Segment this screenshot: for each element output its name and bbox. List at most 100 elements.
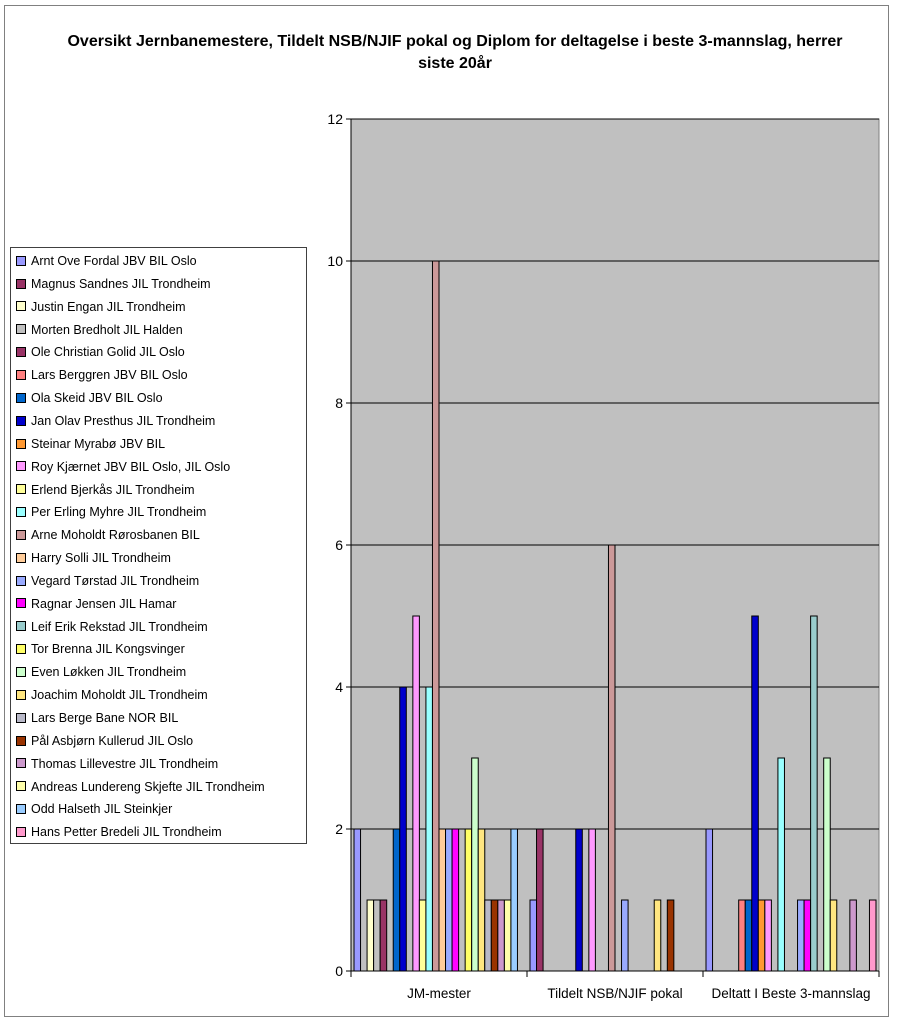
bar xyxy=(849,899,857,972)
bar xyxy=(803,899,812,972)
y-tick-label: 0 xyxy=(335,963,343,979)
legend-label: Steinar Myrabø JBV BIL xyxy=(31,436,166,451)
legend-label: Justin Engan JIL Trondheim xyxy=(31,299,186,314)
legend-swatch xyxy=(16,667,26,677)
bar xyxy=(607,544,616,972)
legend-entry: Harry Solli JIL Trondheim xyxy=(16,548,171,568)
bar xyxy=(705,828,714,972)
legend-swatch xyxy=(16,438,26,449)
chart-legend: Arnt Ove Fordal JBV BIL Oslo Magnus Sandn… xyxy=(10,247,307,844)
legend-label: Jan Olav Presthus JIL Trondheim xyxy=(31,413,216,428)
legend-swatch xyxy=(16,529,26,540)
legend-label: Lars Berggren JBV BIL Oslo xyxy=(31,368,188,383)
bar xyxy=(484,899,492,972)
legend-label: Leif Erik Rekstad JIL Trondheim xyxy=(31,619,208,634)
bar xyxy=(588,828,596,972)
bar xyxy=(412,615,420,972)
legend-swatch xyxy=(16,758,26,769)
legend-entry: Lars Berge Bane NOR BIL xyxy=(16,708,178,728)
legend-label: Morten Bredholt JIL Halden xyxy=(31,322,183,337)
legend-label: Ole Christian Golid JIL Oslo xyxy=(31,345,185,360)
y-tick-label: 8 xyxy=(335,395,343,411)
legend-entry: Jan Olav Presthus JIL Trondheim xyxy=(16,411,215,431)
bar xyxy=(477,828,486,972)
y-tick-label: 4 xyxy=(335,679,343,695)
legend-entry: Vegard Tørstad JIL Trondheim xyxy=(16,571,199,591)
legend-entry: Andreas Lundereng Skjefte JIL Trondheim xyxy=(16,777,265,797)
legend-label: Arne Moholdt Rørosbanen BIL xyxy=(31,528,200,543)
bar xyxy=(829,899,838,972)
legend-swatch xyxy=(16,484,26,495)
x-tick-label: Tildelt NSB/NJIF pokal xyxy=(547,986,682,1001)
legend-swatch xyxy=(16,644,26,655)
legend-swatch xyxy=(16,507,26,518)
legend-entry: Magnus Sandnes JIL Trondheim xyxy=(16,274,211,294)
legend-swatch xyxy=(16,735,26,746)
bar xyxy=(823,757,831,972)
legend-entry: Arnt Ove Fordal JBV BIL Oslo xyxy=(16,251,197,271)
bar xyxy=(497,899,505,972)
bar xyxy=(621,899,629,972)
legend-label: Erlend Bjerkås JIL Trondheim xyxy=(31,482,195,497)
legend-label: Thomas Lillevestre JIL Trondheim xyxy=(31,756,219,771)
legend-label: Roy Kjærnet JBV BIL Oslo, JIL Oslo xyxy=(31,459,231,474)
legend-label: Harry Solli JIL Trondheim xyxy=(31,551,171,566)
legend-swatch xyxy=(16,415,26,426)
bar xyxy=(464,828,473,972)
bar xyxy=(738,899,746,972)
bar xyxy=(575,828,583,972)
y-tick-label: 2 xyxy=(335,821,343,837)
legend-entry: Morten Bredholt JIL Halden xyxy=(16,320,183,340)
bar xyxy=(797,899,805,972)
bar xyxy=(425,686,433,972)
bar xyxy=(399,686,407,972)
legend-swatch xyxy=(16,598,26,609)
legend-label: Tor Brenna JIL Kongsvinger xyxy=(31,642,185,657)
bar xyxy=(418,899,427,972)
bar xyxy=(536,828,544,972)
legend-swatch xyxy=(16,392,26,403)
legend-swatch xyxy=(16,781,26,792)
bar xyxy=(503,899,512,972)
bar xyxy=(392,828,401,972)
legend-label: Joachim Moholdt JIL Trondheim xyxy=(31,688,208,703)
legend-entry: Even Løkken JIL Trondheim xyxy=(16,662,186,682)
legend-entry: Arne Moholdt Rørosbanen BIL xyxy=(16,525,200,545)
bar xyxy=(438,828,447,972)
legend-label: Vegard Tørstad JIL Trondheim xyxy=(31,573,200,588)
bar xyxy=(510,828,518,972)
legend-label: Lars Berge Bane NOR BIL xyxy=(31,711,179,725)
legend-entry: Tor Brenna JIL Kongsvinger xyxy=(16,639,185,659)
legend-swatch xyxy=(16,712,26,723)
legend-label: Per Erling Myhre JIL Trondheim xyxy=(31,505,207,520)
legend-swatch xyxy=(16,278,26,289)
legend-entry: Justin Engan JIL Trondheim xyxy=(16,297,186,317)
legend-label: Arnt Ove Fordal JBV BIL Oslo xyxy=(31,254,197,268)
legend-entry: Joachim Moholdt JIL Trondheim xyxy=(16,685,208,705)
legend-entry: Erlend Bjerkås JIL Trondheim xyxy=(16,480,195,500)
legend-label: Pål Asbjørn Kullerud JIL Oslo xyxy=(31,733,194,748)
legend-entry: Lars Berggren JBV BIL Oslo xyxy=(16,365,188,385)
legend-swatch xyxy=(16,255,26,266)
bar xyxy=(373,899,381,972)
x-tick-label: JM-mester xyxy=(407,986,471,1001)
legend-entry: Leif Erik Rekstad JIL Trondheim xyxy=(16,617,208,637)
legend-entry: Odd Halseth JIL Steinkjer xyxy=(16,799,172,819)
legend-swatch xyxy=(16,826,26,837)
legend-swatch xyxy=(16,301,26,312)
legend-entry: Pål Asbjørn Kullerud JIL Oslo xyxy=(16,731,193,751)
bar xyxy=(379,899,388,972)
bar xyxy=(451,828,460,972)
bar xyxy=(529,899,538,972)
bar xyxy=(764,899,772,972)
legend-swatch xyxy=(16,804,26,815)
legend-swatch xyxy=(16,324,26,335)
legend-label: Andreas Lundereng Skjefte JIL Trondheim xyxy=(31,779,265,794)
legend-label: Magnus Sandnes JIL Trondheim xyxy=(31,276,211,291)
bar xyxy=(353,828,362,972)
bar xyxy=(777,757,785,972)
chart-title: Oversikt Jernbanemestere, Tildelt NSB/NJ… xyxy=(67,33,843,72)
legend-entry: Steinar Myrabø JBV BIL xyxy=(16,434,165,454)
legend-label: Ola Skeid JBV BIL Oslo xyxy=(31,391,163,406)
